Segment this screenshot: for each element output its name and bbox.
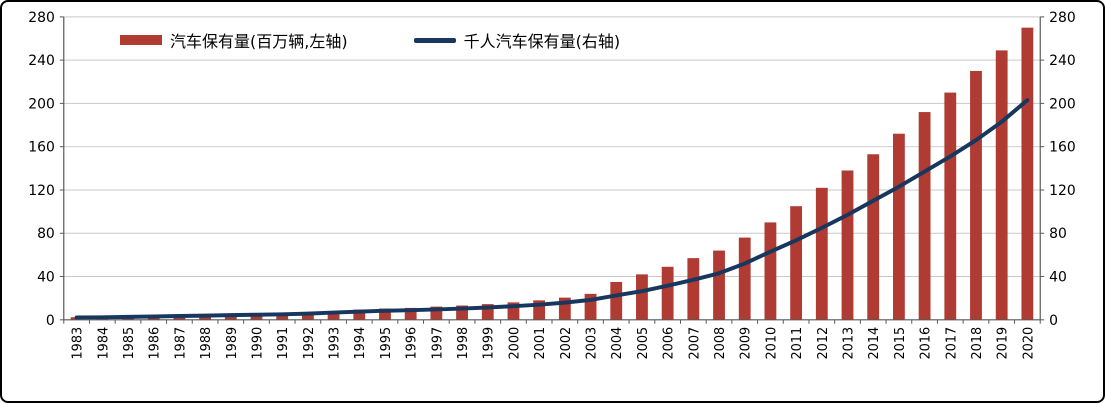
x-tick-label: 1991 [276, 327, 291, 360]
x-tick-label: 2013 [841, 327, 856, 360]
vehicle-ownership-bar [610, 281, 623, 320]
x-tick-label: 2001 [533, 327, 548, 360]
vehicle-ownership-bar [841, 170, 854, 320]
y-tick-label-left: 280 [28, 10, 55, 26]
vehicle-ownership-bar [456, 305, 468, 320]
vehicle-ownership-bar [353, 309, 366, 320]
x-tick-label: 1995 [379, 327, 394, 360]
y-tick-label-left: 200 [28, 96, 55, 112]
x-tick-label: 2006 [662, 327, 677, 360]
x-tick-label: 2009 [739, 327, 754, 360]
y-tick-label-right: 0 [1049, 313, 1058, 329]
vehicle-ownership-bar [995, 50, 1008, 320]
legend: 汽车保有量(百万辆,左轴) 千人汽车保有量(右轴) [120, 28, 620, 52]
x-tick-label: 1998 [456, 327, 471, 360]
y-tick-label-left: 40 [37, 270, 55, 286]
x-tick-label: 2005 [636, 327, 651, 360]
x-tick-label: 2014 [867, 327, 882, 360]
vehicle-ownership-bar [764, 222, 777, 320]
y-tick-label-left: 0 [46, 313, 55, 329]
x-tick-label: 2010 [764, 327, 779, 360]
vehicle-ownership-bar [533, 300, 546, 320]
vehicle-ownership-bar [481, 304, 494, 320]
x-tick-label: 1993 [328, 327, 343, 360]
x-tick-label: 1989 [225, 327, 240, 360]
line-series-label: 千人汽车保有量(右轴) [463, 32, 621, 51]
vehicle-ownership-bar [892, 133, 905, 320]
vehicle-ownership-bar [661, 266, 674, 320]
vehicle-ownership-bar [507, 302, 520, 320]
x-tick-label: 2012 [816, 327, 831, 360]
vehicle-ownership-bar [970, 70, 982, 320]
vehicle-ownership-bar [815, 187, 828, 320]
vehicle-ownership-bar [430, 306, 443, 320]
vehicle-ownership-bar [790, 206, 803, 320]
x-tick-label: 2003 [584, 327, 599, 360]
x-tick-label: 1983 [71, 327, 86, 360]
x-tick-label: 2004 [610, 327, 625, 360]
x-tick-label: 2018 [970, 327, 985, 360]
x-tick-label: 2011 [790, 327, 805, 360]
x-tick-label: 1992 [302, 327, 317, 360]
x-tick-label: 2020 [1021, 327, 1036, 360]
y-tick-label-right: 120 [1049, 183, 1076, 199]
y-tick-label-left: 120 [28, 183, 55, 199]
legend-item-line-series: 千人汽车保有量(右轴) [413, 28, 621, 52]
line-series-swatch-icon [413, 37, 456, 43]
x-tick-label: 1996 [405, 327, 420, 360]
vehicle-ownership-bar [327, 310, 340, 320]
y-tick-label-left: 80 [37, 226, 55, 242]
per-capita-ownership-line [74, 98, 1030, 320]
x-tick-label: 1986 [148, 327, 163, 360]
vehicle-ownership-bar [301, 312, 314, 320]
vehicle-ownership-bar [738, 237, 751, 320]
x-tick-label: 2000 [507, 327, 522, 360]
x-tick-label: 1990 [250, 327, 265, 360]
y-tick-label-left: 240 [28, 53, 55, 69]
x-tick-label: 1987 [173, 327, 188, 360]
vehicle-ownership-bar [584, 293, 597, 320]
vehicle-ownership-bar [944, 92, 957, 320]
y-tick-label-right: 40 [1049, 270, 1067, 286]
y-tick-label-right: 160 [1049, 140, 1076, 156]
y-tick-label-right: 280 [1049, 10, 1076, 26]
x-tick-label: 1988 [199, 327, 214, 360]
y-tick-label-left: 160 [28, 140, 55, 156]
x-tick-label: 1999 [482, 327, 497, 360]
vehicle-ownership-bar [1021, 27, 1034, 320]
x-tick-label: 2008 [713, 327, 728, 360]
x-tick-label: 2015 [893, 327, 908, 360]
vehicle-ownership-bar [250, 313, 263, 320]
vehicle-ownership-bar [276, 313, 289, 320]
y-tick-label-right: 240 [1049, 53, 1076, 69]
vehicle-ownership-bar [867, 154, 880, 320]
legend-item-bar-series: 汽车保有量(百万辆,左轴) [120, 28, 348, 52]
vehicle-ownership-bar [687, 258, 700, 320]
x-tick-label: 1997 [430, 327, 445, 360]
x-tick-label: 1985 [122, 327, 137, 360]
bar-series-swatch-icon [120, 35, 162, 45]
x-tick-label: 1994 [353, 327, 368, 360]
x-tick-label: 2019 [996, 327, 1011, 360]
vehicle-ownership-bar [636, 274, 648, 320]
vehicle-ownership-bar [713, 250, 725, 320]
vehicle-ownership-bar [558, 297, 571, 320]
x-tick-label: 2016 [919, 327, 934, 360]
y-tick-label-right: 200 [1049, 96, 1076, 112]
x-tick-label: 2007 [687, 327, 702, 360]
bar-series-label: 汽车保有量(百万辆,左轴) [170, 32, 348, 51]
y-tick-label-right: 80 [1049, 226, 1067, 242]
vehicle-ownership-bar [404, 307, 417, 320]
x-tick-label: 2002 [559, 327, 574, 360]
x-tick-label: 1984 [96, 327, 111, 360]
x-tick-label: 2017 [944, 327, 959, 360]
vehicle-ownership-bar [379, 308, 391, 320]
vehicle-ownership-bar [918, 112, 931, 320]
